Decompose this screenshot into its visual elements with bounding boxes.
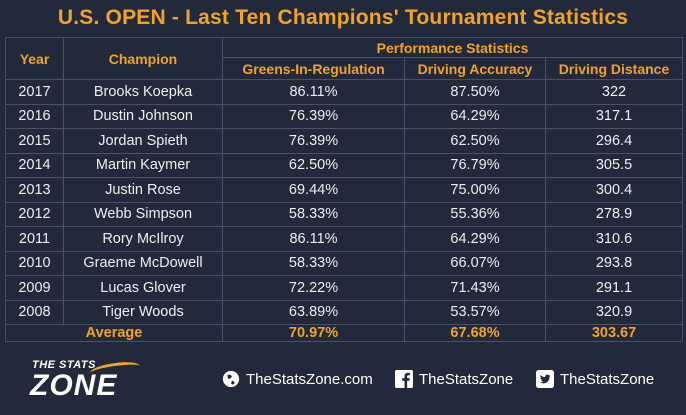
header-champion: Champion bbox=[63, 37, 223, 80]
footer: THE STATS ZONE TheStatsZone.com TheStats… bbox=[0, 345, 686, 415]
accuracy-cell: 64.29% bbox=[404, 226, 546, 252]
gir-cell: 76.39% bbox=[222, 103, 405, 129]
average-gir: 70.97% bbox=[222, 324, 405, 342]
average-label: Average bbox=[5, 324, 223, 342]
year-cell: 2015 bbox=[5, 128, 64, 154]
table-row: 2012 Webb Simpson 58.33% 55.36% 278.9 bbox=[5, 201, 684, 227]
facebook-text: TheStatsZone bbox=[419, 370, 514, 388]
stats-zone-logo[interactable]: THE STATS ZONE bbox=[30, 359, 150, 405]
page-title: U.S. OPEN - Last Ten Champions' Tourname… bbox=[57, 6, 629, 29]
gir-cell: 58.33% bbox=[222, 250, 405, 276]
gir-cell: 69.44% bbox=[222, 177, 405, 203]
twitter-icon bbox=[536, 370, 554, 388]
table-row: 2010 Graeme McDowell 58.33% 66.07% 293.8 bbox=[5, 250, 684, 276]
year-cell: 2008 bbox=[5, 299, 64, 325]
accuracy-cell: 87.50% bbox=[404, 79, 546, 105]
accuracy-cell: 76.79% bbox=[404, 152, 546, 178]
average-accuracy: 67.68% bbox=[404, 324, 546, 342]
accuracy-cell: 55.36% bbox=[404, 201, 546, 227]
distance-cell: 317.1 bbox=[544, 103, 684, 129]
gir-cell: 76.39% bbox=[222, 128, 405, 154]
distance-cell: 291.1 bbox=[544, 275, 684, 301]
distance-cell: 278.9 bbox=[544, 201, 684, 227]
average-distance: 303.67 bbox=[544, 324, 684, 342]
table-row: 2016 Dustin Johnson 76.39% 64.29% 317.1 bbox=[5, 103, 684, 129]
champion-cell: Lucas Glover bbox=[63, 275, 223, 301]
table-row: 2015 Jordan Spieth 76.39% 62.50% 296.4 bbox=[5, 128, 684, 154]
globe-icon bbox=[222, 370, 240, 388]
stats-table: Year Champion Performance Statistics Gre… bbox=[5, 37, 684, 342]
website-link[interactable]: TheStatsZone.com bbox=[222, 369, 373, 389]
average-row: Average 70.97% 67.68% 303.67 bbox=[5, 324, 684, 342]
accuracy-cell: 64.29% bbox=[404, 103, 546, 129]
champion-cell: Jordan Spieth bbox=[63, 128, 223, 154]
gir-cell: 86.11% bbox=[222, 226, 405, 252]
champion-cell: Justin Rose bbox=[63, 177, 223, 203]
header-year: Year bbox=[5, 37, 64, 80]
accuracy-cell: 75.00% bbox=[404, 177, 546, 203]
twitter-text: TheStatsZone bbox=[560, 370, 655, 388]
year-cell: 2009 bbox=[5, 275, 64, 301]
champion-cell: Graeme McDowell bbox=[63, 250, 223, 276]
champion-cell: Dustin Johnson bbox=[63, 103, 223, 129]
champion-cell: Webb Simpson bbox=[63, 201, 223, 227]
header-driving-distance: Driving Distance bbox=[544, 57, 684, 80]
champion-cell: Tiger Woods bbox=[63, 299, 223, 325]
year-cell: 2013 bbox=[5, 177, 64, 203]
table-row: 2013 Justin Rose 69.44% 75.00% 300.4 bbox=[5, 177, 684, 203]
gir-cell: 63.89% bbox=[222, 299, 405, 325]
year-cell: 2017 bbox=[5, 79, 64, 105]
year-cell: 2010 bbox=[5, 250, 64, 276]
accuracy-cell: 53.57% bbox=[404, 299, 546, 325]
accuracy-cell: 71.43% bbox=[404, 275, 546, 301]
year-cell: 2012 bbox=[5, 201, 64, 227]
header-gir: Greens-In-Regulation bbox=[222, 57, 405, 80]
distance-cell: 300.4 bbox=[544, 177, 684, 203]
gir-cell: 72.22% bbox=[222, 275, 405, 301]
distance-cell: 305.5 bbox=[544, 152, 684, 178]
distance-cell: 293.8 bbox=[544, 250, 684, 276]
logo-line1: THE STATS bbox=[32, 359, 96, 371]
table-body: 2017 Brooks Koepka 86.11% 87.50% 322 2016 Dust… bbox=[5, 79, 684, 325]
gir-cell: 58.33% bbox=[222, 201, 405, 227]
accuracy-cell: 62.50% bbox=[404, 128, 546, 154]
year-cell: 2011 bbox=[5, 226, 64, 252]
table-row: 2009 Lucas Glover 72.22% 71.43% 291.1 bbox=[5, 275, 684, 301]
website-text: TheStatsZone.com bbox=[246, 370, 373, 388]
distance-cell: 310.6 bbox=[544, 226, 684, 252]
table-row: 2008 Tiger Woods 63.89% 53.57% 320.9 bbox=[5, 299, 684, 325]
facebook-icon bbox=[395, 370, 413, 388]
distance-cell: 320.9 bbox=[544, 299, 684, 325]
header-driving-accuracy: Driving Accuracy bbox=[404, 57, 546, 80]
table-row: 2017 Brooks Koepka 86.11% 87.50% 322 bbox=[5, 79, 684, 105]
distance-cell: 322 bbox=[544, 79, 684, 105]
table-row: 2014 Martin Kaymer 62.50% 76.79% 305.5 bbox=[5, 152, 684, 178]
header-performance-group: Performance Statistics bbox=[221, 37, 684, 58]
champion-cell: Brooks Koepka bbox=[63, 79, 223, 105]
gir-cell: 62.50% bbox=[222, 152, 405, 178]
year-cell: 2016 bbox=[5, 103, 64, 129]
table-row: 2011 Rory McIlroy 86.11% 64.29% 310.6 bbox=[5, 226, 684, 252]
gir-cell: 86.11% bbox=[222, 79, 405, 105]
twitter-link[interactable]: TheStatsZone bbox=[536, 369, 654, 389]
accuracy-cell: 66.07% bbox=[404, 250, 546, 276]
distance-cell: 296.4 bbox=[544, 128, 684, 154]
champion-cell: Rory McIlroy bbox=[63, 226, 223, 252]
facebook-link[interactable]: TheStatsZone bbox=[395, 369, 513, 389]
year-cell: 2014 bbox=[5, 152, 64, 178]
champion-cell: Martin Kaymer bbox=[63, 152, 223, 178]
logo-line2: ZONE bbox=[30, 369, 118, 402]
